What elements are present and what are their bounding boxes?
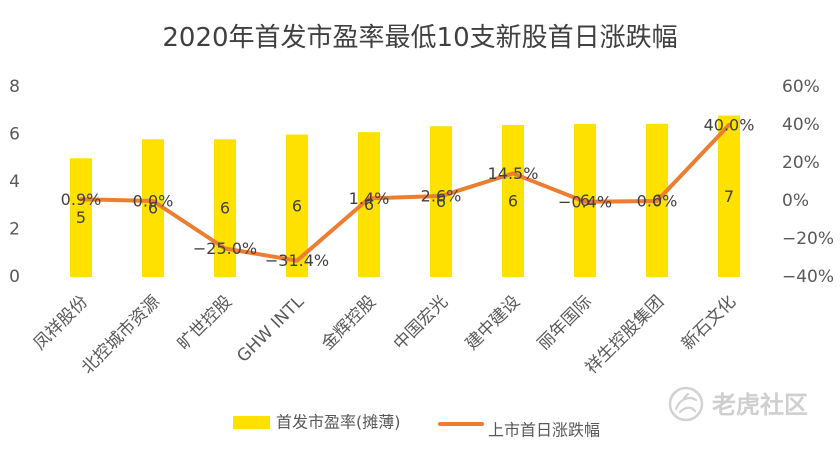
x-tick-label: 中国宏光: [390, 292, 452, 354]
y-left-tick-label: 6: [9, 125, 20, 145]
legend: 首发市盈率(摊薄) 上市首日涨跌幅: [233, 413, 600, 440]
line-data-label: 14.5%: [488, 164, 539, 183]
y-left-tick-label: 2: [9, 220, 20, 240]
line-series-group: [79, 123, 731, 263]
tiger-logo-icon: [668, 386, 704, 422]
line-data-label: 2.6%: [421, 187, 462, 206]
line-data-label: −0.4%: [558, 192, 612, 211]
x-tick-label: 丽年国际: [534, 292, 596, 354]
bar-data-label: 5: [76, 208, 86, 227]
bar-data-label: 6: [148, 199, 158, 218]
y-right-tick-label: 20%: [782, 153, 820, 173]
bar[interactable]: [70, 158, 92, 277]
y-right-tick-label: −20%: [782, 229, 834, 249]
x-tick-label: GHW INTL: [233, 292, 308, 367]
line-data-label: 1.4%: [349, 189, 390, 208]
x-tick-label: 凤祥股份: [30, 292, 92, 354]
watermark: 老虎社区: [668, 386, 808, 422]
bar-data-labels: 5 6 6 6 6 6 6 6 6 7: [76, 187, 734, 227]
line-series[interactable]: [79, 123, 731, 263]
chart-title: 2020年首发市盈率最低10支新股首日涨跌幅: [162, 23, 677, 53]
bar[interactable]: [142, 139, 164, 277]
line-data-label: −25.0%: [193, 239, 257, 258]
y-right-tick-label: 40%: [782, 115, 820, 135]
bar[interactable]: [358, 132, 380, 277]
x-tick-label: 金辉控股: [318, 292, 380, 354]
y-right-tick-label: −40%: [782, 267, 834, 287]
legend-item-line[interactable]: 上市首日涨跌幅: [438, 421, 600, 440]
bar-data-label: 6: [220, 199, 230, 218]
bar-data-label: 6: [364, 195, 374, 214]
x-tick-label: 旷世控股: [174, 292, 236, 354]
bar-data-label: 6: [580, 191, 590, 210]
line-data-label: 0.0%: [637, 192, 678, 211]
legend-label-line: 上市首日涨跌幅: [488, 421, 600, 440]
legend-label-bar: 首发市盈率(摊薄): [276, 413, 401, 432]
bar-data-label: 7: [724, 187, 734, 206]
line-data-label: 0.9%: [61, 190, 102, 209]
bar[interactable]: [286, 134, 308, 278]
legend-bar-swatch: [233, 416, 270, 429]
line-data-label: 0.0%: [133, 192, 174, 211]
bar-data-label: 6: [292, 196, 302, 215]
y-left-axis: 0 2 4 6 8: [9, 77, 20, 287]
line-data-label: −31.4%: [265, 251, 329, 270]
y-right-tick-label: 60%: [782, 77, 820, 97]
x-tick-label: 建中建设: [462, 292, 524, 354]
x-tick-label: 新石文化: [678, 292, 740, 354]
bar-data-label: 6: [436, 192, 446, 211]
y-left-tick-label: 0: [9, 267, 20, 287]
bar[interactable]: [430, 126, 452, 277]
bar[interactable]: [502, 125, 524, 277]
bar-data-label: 6: [652, 191, 662, 210]
line-data-label: 40.0%: [704, 116, 755, 135]
legend-item-bar[interactable]: 首发市盈率(摊薄): [233, 413, 401, 432]
y-right-tick-label: 0%: [782, 191, 809, 211]
watermark-text: 老虎社区: [712, 391, 808, 419]
y-left-tick-label: 4: [9, 172, 20, 192]
line-data-labels: 0.9% 0.0% −25.0% −31.4% 1.4% 2.6% 14.5% −0.4% 0.…: [61, 116, 755, 271]
bar-data-label: 6: [508, 192, 518, 211]
y-left-tick-label: 8: [9, 77, 20, 97]
bar[interactable]: [718, 115, 740, 278]
y-right-axis: −40% −20% 0% 20% 40% 60%: [782, 77, 834, 287]
